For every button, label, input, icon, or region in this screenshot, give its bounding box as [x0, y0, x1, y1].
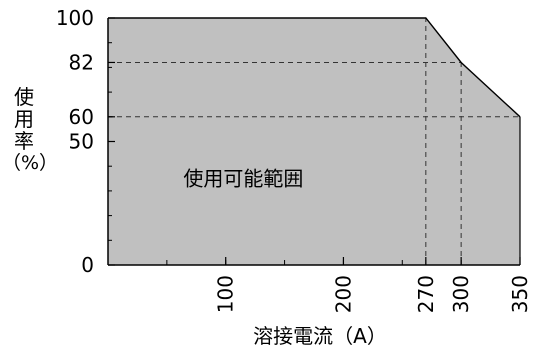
y-axis-tick-label: 100 — [56, 6, 94, 30]
x-axis-tick-label: 300 — [449, 275, 473, 313]
y-axis-tick-label: 60 — [69, 105, 94, 129]
y-axis-tick-label: 50 — [69, 130, 94, 154]
y-axis-label-char: 使 — [14, 85, 34, 109]
x-axis-tick-label: 270 — [414, 275, 438, 313]
y-axis-label-unit: （%） — [2, 152, 59, 174]
y-axis-tick-label: 82 — [69, 50, 94, 74]
x-axis-tick-label: 100 — [214, 275, 238, 313]
x-axis-label: 溶接電流（A） — [253, 324, 387, 348]
y-axis-label-char: 率 — [14, 129, 34, 153]
boundary-line — [108, 17, 521, 118]
y-axis-label-char: 用 — [14, 107, 34, 131]
usable-range-area — [108, 18, 520, 265]
x-axis-tick-label: 200 — [331, 275, 355, 313]
usable-range-label: 使用可能範囲 — [183, 167, 303, 191]
y-axis-tick-label: 0 — [81, 253, 94, 277]
x-axis-tick-label: 350 — [508, 275, 532, 313]
y-axis-label: 使 用 率 （%） — [2, 85, 59, 174]
